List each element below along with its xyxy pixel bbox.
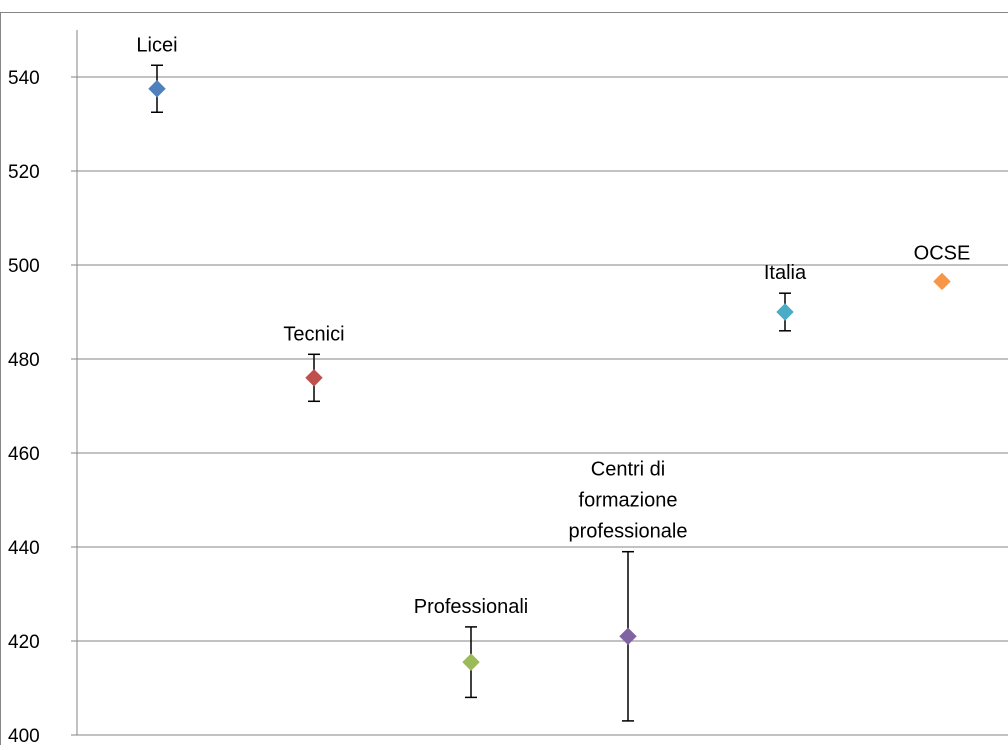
data-label-ocse: OCSE — [914, 242, 971, 264]
point-tecnici — [306, 370, 322, 386]
y-tick-label-460: 460 — [8, 444, 40, 465]
y-tick-label-520: 520 — [8, 162, 40, 183]
data-label-professionali: Professionali — [414, 596, 529, 618]
point-ocse — [934, 273, 950, 289]
gridlines — [77, 77, 1008, 641]
y-axis — [71, 30, 1008, 735]
point-licei — [149, 81, 165, 97]
point-centri-di-formazione-professionale — [620, 628, 636, 644]
point-italia — [777, 304, 793, 320]
y-tick-label-500: 500 — [8, 256, 40, 277]
y-tick-label-440: 440 — [8, 538, 40, 559]
chart-border — [1, 13, 1008, 746]
y-tick-label-480: 480 — [8, 350, 40, 371]
data-label-licei: Licei — [136, 34, 177, 56]
data-label-italia: Italia — [764, 262, 807, 284]
y-tick-label-420: 420 — [8, 632, 40, 653]
y-tick-label-540: 540 — [8, 68, 40, 89]
point-professionali — [463, 654, 479, 670]
data-label-tecnici: Tecnici — [283, 323, 344, 345]
y-tick-labels: 400 420 440 460 480 500 520 540 — [8, 68, 40, 745]
data-points — [149, 65, 950, 721]
y-tick-label-400: 400 — [8, 726, 40, 745]
